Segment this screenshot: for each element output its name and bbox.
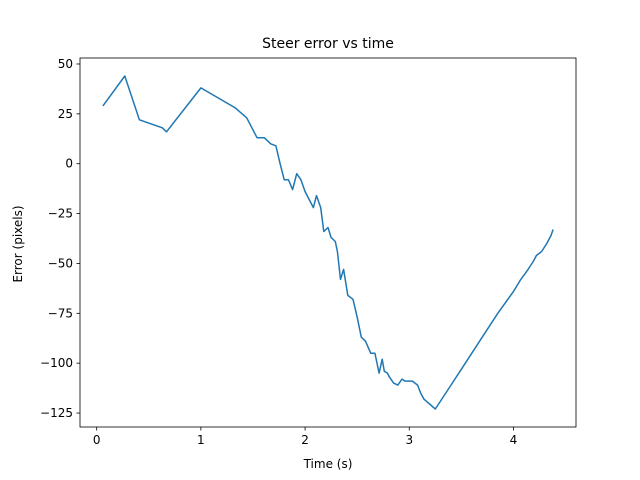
x-tick-label: 4 (510, 433, 518, 447)
y-tick-label: −25 (48, 207, 73, 221)
plot-area (79, 57, 577, 428)
x-tick-label: 1 (197, 433, 205, 447)
y-tick-label: −125 (40, 406, 73, 420)
plot-frame (79, 57, 577, 428)
series-line (102, 75, 554, 410)
y-tick-label: −100 (40, 356, 73, 370)
y-tick-label: 50 (58, 57, 73, 71)
x-axis: 0 1 2 3 4 (93, 427, 517, 447)
x-axis-label: Time (s) (303, 457, 353, 471)
y-tick-label: −75 (48, 306, 73, 320)
y-tick-label: 0 (65, 157, 73, 171)
x-tick-label: 0 (93, 433, 101, 447)
x-tick-label: 2 (301, 433, 309, 447)
x-tick-label: 3 (405, 433, 413, 447)
y-tick-label: 25 (58, 107, 73, 121)
y-axis-label: Error (pixels) (11, 205, 25, 282)
chart-title: Steer error vs time (262, 36, 394, 52)
y-axis: 50 25 0 −25 −50 −75 −100 −125 (40, 57, 80, 420)
y-tick-label: −50 (48, 256, 73, 270)
